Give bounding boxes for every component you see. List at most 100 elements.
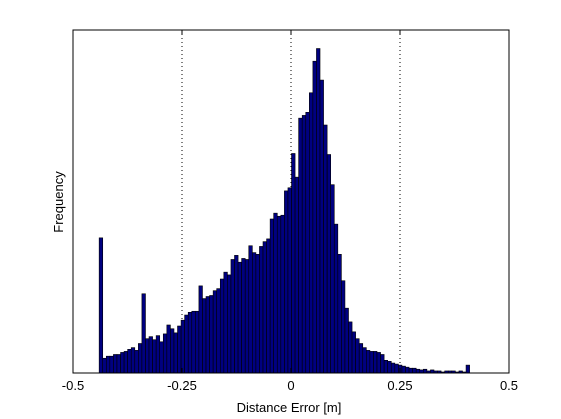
histogram-bar	[415, 368, 421, 374]
histogram-bar	[162, 333, 168, 374]
histogram-bar	[205, 296, 210, 374]
histogram-bar	[305, 112, 310, 374]
x-tick-label: -0.25	[167, 378, 197, 393]
histogram-bar	[366, 350, 371, 374]
histogram-bar	[394, 363, 399, 374]
histogram-bar	[376, 352, 381, 374]
histogram-bar	[301, 115, 307, 374]
histogram-bar	[195, 310, 200, 374]
histogram-bar	[333, 223, 339, 374]
x-axis-label: Distance Error [m]	[237, 400, 342, 415]
histogram-bar	[309, 92, 314, 374]
histogram-bar	[348, 321, 353, 374]
histogram-bar	[138, 343, 143, 374]
histogram-bar	[465, 364, 470, 374]
histogram-bar	[423, 368, 428, 374]
histogram-bar	[412, 367, 417, 374]
histogram-bar	[273, 212, 278, 374]
histogram-bar	[312, 60, 317, 374]
histogram-bar	[148, 336, 153, 374]
histogram-bar	[266, 238, 271, 374]
histogram-bar	[323, 124, 328, 374]
x-axis-ticks: -0.5 -0.25 0 0.25 0.5	[62, 30, 518, 393]
histogram-bar	[123, 351, 128, 374]
histogram-bar	[184, 314, 189, 374]
histogram-bar	[212, 290, 218, 374]
histogram-bar	[141, 293, 146, 374]
histogram-bar	[269, 218, 275, 374]
histogram-bar	[120, 352, 125, 374]
x-tick-label: -0.5	[62, 378, 84, 393]
histogram-bar	[248, 245, 253, 374]
histogram-bar	[294, 176, 299, 374]
histogram-bar	[227, 274, 232, 374]
histogram-bar	[369, 351, 374, 374]
histogram-bar	[127, 349, 132, 374]
histogram-bar	[276, 215, 282, 374]
histogram-bar	[319, 79, 324, 374]
histogram-bar	[355, 338, 360, 374]
x-tick-label: 0	[287, 378, 294, 393]
histogram-bar	[380, 354, 385, 374]
histogram-bar	[241, 258, 246, 374]
histogram-bar	[373, 351, 378, 374]
histogram-bar	[298, 117, 303, 374]
histogram-bar	[405, 366, 410, 374]
histogram-bar	[337, 254, 342, 374]
histogram-bar	[98, 237, 104, 374]
histogram-bar	[341, 280, 346, 374]
histogram-bar	[252, 252, 257, 374]
histogram-bar	[291, 153, 296, 374]
histogram-bar	[105, 355, 111, 374]
histogram-bar	[130, 347, 136, 374]
histogram-bar	[287, 187, 292, 374]
histogram-bar	[180, 319, 185, 374]
histogram-bar	[259, 246, 264, 374]
histogram-bar	[102, 357, 107, 374]
histogram-bar	[401, 365, 406, 374]
histogram-bar	[198, 285, 203, 374]
histogram-bar	[358, 343, 364, 374]
histogram-bar	[209, 295, 214, 374]
histogram-bar	[237, 261, 242, 374]
histogram-bar	[230, 259, 235, 374]
y-axis-label: Frequency	[51, 171, 66, 233]
histogram-bar	[109, 355, 114, 374]
histogram-bar	[187, 311, 193, 374]
histogram-bar	[134, 350, 139, 374]
histogram-bar	[170, 328, 175, 374]
histogram-bar	[362, 347, 367, 374]
histogram-bar	[387, 361, 392, 374]
histogram-bar	[326, 154, 331, 374]
histogram-bar	[219, 278, 225, 374]
histogram-bar	[216, 288, 221, 374]
x-tick-label: 0.25	[387, 378, 412, 393]
histogram-bar	[330, 184, 335, 374]
histogram-bar	[191, 310, 196, 374]
histogram-bar	[177, 325, 182, 374]
histogram-bar	[383, 360, 388, 374]
x-tick-label: 0.5	[500, 378, 518, 393]
histogram-bar	[173, 332, 178, 374]
histogram-bar	[159, 341, 164, 374]
histogram-bar	[116, 354, 121, 374]
histogram-bar	[202, 298, 207, 374]
histogram-bar	[166, 324, 171, 374]
histogram-bar	[113, 354, 118, 374]
histogram-bar	[390, 362, 396, 374]
histogram-bar	[262, 241, 267, 374]
histogram-bar	[280, 214, 285, 374]
histogram-bar	[284, 190, 289, 374]
histogram-bar	[223, 271, 228, 374]
histogram-bar	[152, 339, 157, 374]
histogram-bar	[155, 335, 161, 374]
histogram-bar	[244, 259, 250, 374]
histogram-bar	[316, 48, 321, 374]
histogram-bar	[145, 338, 150, 374]
histogram-bar	[408, 367, 413, 374]
histogram-bar	[351, 331, 356, 374]
histogram-bar	[255, 254, 260, 374]
histogram-bar	[234, 255, 239, 374]
histogram-bar	[344, 307, 349, 374]
